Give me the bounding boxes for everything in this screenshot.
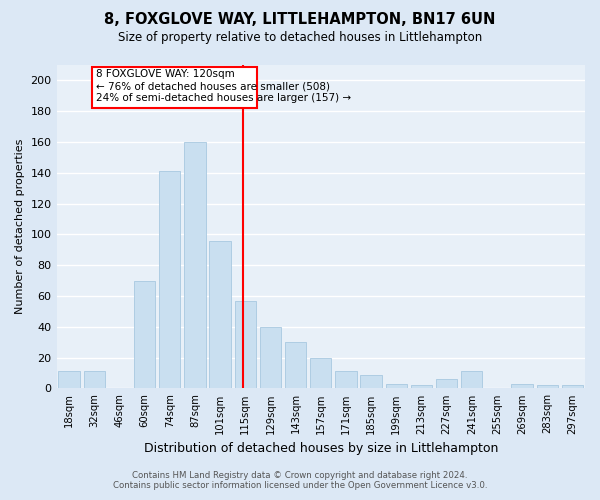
Bar xyxy=(361,374,382,388)
Bar xyxy=(411,386,432,388)
Text: 8 FOXGLOVE WAY: 120sqm: 8 FOXGLOVE WAY: 120sqm xyxy=(95,69,234,79)
Text: 24% of semi-detached houses are larger (157) →: 24% of semi-detached houses are larger (… xyxy=(95,94,350,104)
Text: ← 76% of detached houses are smaller (508): ← 76% of detached houses are smaller (50… xyxy=(95,81,329,91)
Bar xyxy=(335,372,356,388)
Text: 8, FOXGLOVE WAY, LITTLEHAMPTON, BN17 6UN: 8, FOXGLOVE WAY, LITTLEHAMPTON, BN17 6UN xyxy=(104,12,496,28)
X-axis label: Distribution of detached houses by size in Littlehampton: Distribution of detached houses by size … xyxy=(143,442,498,455)
Bar xyxy=(209,240,231,388)
Bar xyxy=(159,172,181,388)
Bar xyxy=(92,66,257,108)
Bar xyxy=(511,384,533,388)
Bar xyxy=(562,386,583,388)
Bar xyxy=(260,327,281,388)
Bar xyxy=(184,142,206,388)
Bar xyxy=(536,386,558,388)
Bar xyxy=(83,372,105,388)
Text: Contains HM Land Registry data © Crown copyright and database right 2024.
Contai: Contains HM Land Registry data © Crown c… xyxy=(113,470,487,490)
Bar xyxy=(461,372,482,388)
Bar xyxy=(235,300,256,388)
Bar xyxy=(436,379,457,388)
Y-axis label: Number of detached properties: Number of detached properties xyxy=(15,139,25,314)
Bar xyxy=(285,342,307,388)
Bar xyxy=(310,358,331,388)
Bar xyxy=(134,280,155,388)
Text: Size of property relative to detached houses in Littlehampton: Size of property relative to detached ho… xyxy=(118,31,482,44)
Bar xyxy=(386,384,407,388)
Bar xyxy=(58,372,80,388)
